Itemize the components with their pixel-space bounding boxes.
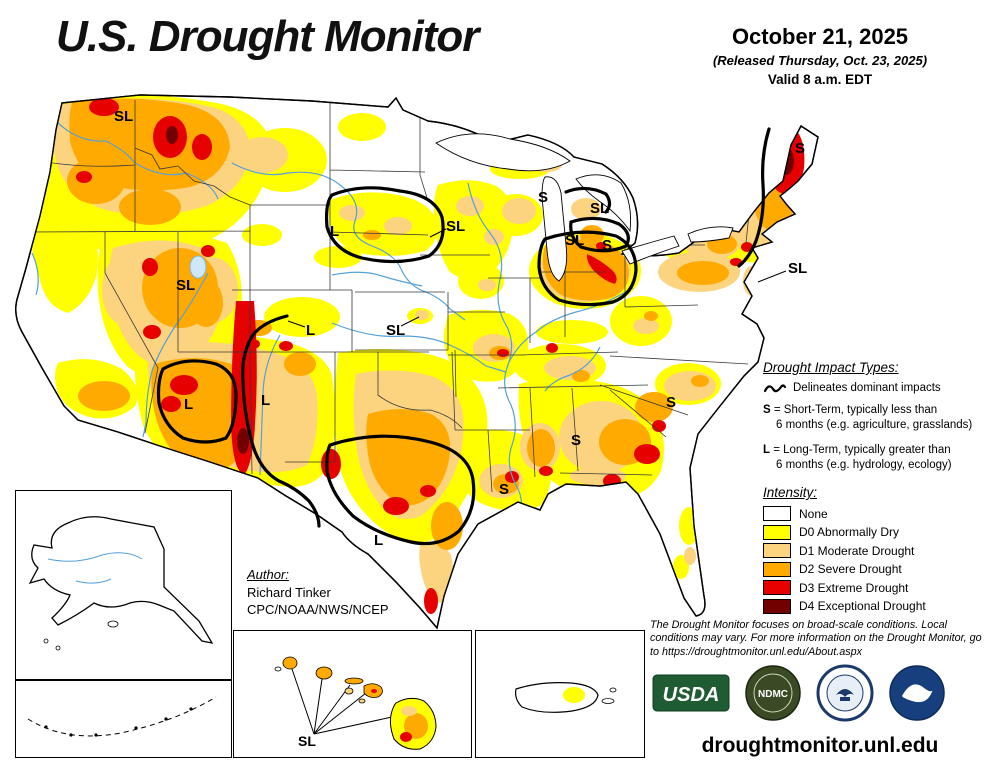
long-term-text: = Long-Term, typically greater than (770, 443, 951, 456)
valid-time: Valid 8 a.m. EDT (767, 72, 873, 87)
squiggle-icon (763, 384, 787, 393)
legend-label-d1: D1 Moderate Drought (799, 543, 915, 558)
map-label-colorado: L (306, 322, 315, 339)
map-label-minnesota: SL (446, 218, 465, 235)
aleutians-inset (15, 680, 232, 758)
long-term-key: L (763, 443, 771, 456)
map-label-south-texas: L (374, 532, 383, 549)
author-heading: Author: (247, 567, 289, 582)
map-label-northern-plains: L (330, 223, 339, 240)
map-label-michigan-north: SL (590, 200, 609, 217)
intensity-heading: Intensity: (763, 485, 818, 500)
puerto-rico-inset (475, 630, 645, 758)
map-label-maine: S (795, 140, 805, 157)
map-label-alabama: S (571, 432, 581, 449)
legend-row-d0: D0 Abnormally Dry (763, 524, 995, 540)
legend-label-d4: D4 Exceptional Drought (799, 599, 926, 613)
legend-row-none: None (763, 506, 995, 521)
state-borders (24, 100, 753, 493)
impact-labels: SL S S SL SL S SL L SL SL L SL L L S S S… (114, 108, 807, 549)
lake-ontario (687, 226, 734, 243)
hawaii-inset: SL (233, 630, 472, 758)
agency-logos: USDA NDMC (652, 664, 992, 722)
map-label-wisconsin: S (538, 189, 548, 206)
impact-types-panel: Drought Impact Types: Delineates dominan… (763, 360, 995, 483)
usda-logo: USDA (652, 674, 730, 712)
map-label-arizona: L (184, 396, 193, 413)
hawaii-leader-lines (291, 668, 393, 735)
us-coastline (15, 94, 819, 630)
page-title: U.S. Drought Monitor (56, 12, 479, 61)
conus-drought-map: SL S S SL SL S SL L SL SL L SL L L S S S… (15, 94, 819, 630)
intensity-legend: Intensity: None D0 Abnormally Dry D1 Mod… (763, 485, 995, 617)
author-org: CPC/NOAA/NWS/NCEP (247, 602, 389, 618)
short-term-text-2: 6 months (e.g. agriculture, grasslands) (776, 418, 973, 431)
lake-michigan (541, 176, 568, 282)
impact-delineation-outlines (156, 127, 771, 546)
lake-erie (621, 235, 680, 265)
author-name: Richard Tinker (247, 584, 331, 600)
legend-label-d2: D2 Severe Drought (799, 562, 902, 576)
map-label-michigan-central: SL (565, 232, 584, 249)
noaa-logo (889, 665, 945, 721)
label-leader-lines (287, 228, 787, 328)
legend-swatch-d3 (763, 580, 791, 595)
map-label-new-mexico: L (261, 392, 270, 409)
legend-label-d3: D3 Extreme Drought (799, 580, 909, 595)
map-label-pacific-northwest: SL (114, 108, 133, 125)
legend-label-none: None (799, 506, 828, 521)
disclaimer-text: The Drought Monitor focuses on broad-sca… (650, 619, 982, 658)
legend-swatch-d0 (763, 524, 791, 540)
legend-swatch-none (763, 506, 791, 521)
aleutians-map (27, 696, 217, 737)
alaska-map (28, 516, 214, 651)
map-label-nevada: SL (176, 277, 195, 294)
legend-row-d1: D1 Moderate Drought (763, 543, 995, 558)
legend-row-d3: D3 Extreme Drought (763, 580, 995, 595)
map-label-new-jersey: SL (788, 260, 807, 277)
great-lakes (435, 133, 734, 282)
legend-row-d2: D2 Severe Drought (763, 561, 995, 577)
long-term-definition: L = Long-Term, typically greater than 6 … (763, 443, 995, 473)
puerto-rico-map (515, 682, 617, 713)
short-term-definition: S = Short-Term, typically less than 6 mo… (763, 403, 995, 433)
legend-row-d4: D4 Exceptional Drought (763, 598, 995, 614)
commerce-seal-logo (816, 664, 874, 722)
legend-label-d0: D0 Abnormally Dry (799, 525, 900, 539)
legend-swatch-d4 (763, 598, 791, 614)
map-label-southeast-texas: S (499, 481, 509, 498)
delineates-label: Delineates dominant impacts (793, 382, 941, 394)
map-label-michigan-southeast: S (602, 237, 612, 254)
map-label-georgia: S (666, 394, 676, 411)
hawaii-map: SL (274, 656, 437, 750)
map-date: October 21, 2025 (731, 24, 909, 49)
date-block: October 21, 2025 (Released Thursday, Oct… (655, 24, 985, 87)
short-term-key: S (763, 404, 771, 416)
map-label-kansas: SL (386, 322, 405, 339)
ndmc-logo: NDMC (745, 665, 801, 721)
short-term-text: = Short-Term, typically less than (770, 404, 938, 416)
delineates-row: Delineates dominant impacts (763, 381, 995, 395)
site-url: droughtmonitor.unl.edu (701, 734, 939, 757)
svg-text:NDMC: NDMC (758, 689, 788, 700)
lake-superior (435, 133, 571, 172)
alaska-inset (15, 490, 232, 680)
long-term-text-2: 6 months (e.g. hydrology, ecology) (776, 458, 952, 471)
hawaii-impact-label: SL (298, 733, 316, 749)
release-date: (Released Thursday, Oct. 23, 2025) (712, 53, 928, 68)
author-block: Author: Richard Tinker CPC/NOAA/NWS/NCEP (247, 566, 447, 619)
great-salt-lake (189, 255, 207, 279)
legend-swatch-d1 (763, 543, 791, 558)
svg-text:USDA: USDA (663, 684, 720, 706)
impact-types-heading: Drought Impact Types: (763, 360, 899, 375)
legend-swatch-d2 (763, 561, 791, 577)
